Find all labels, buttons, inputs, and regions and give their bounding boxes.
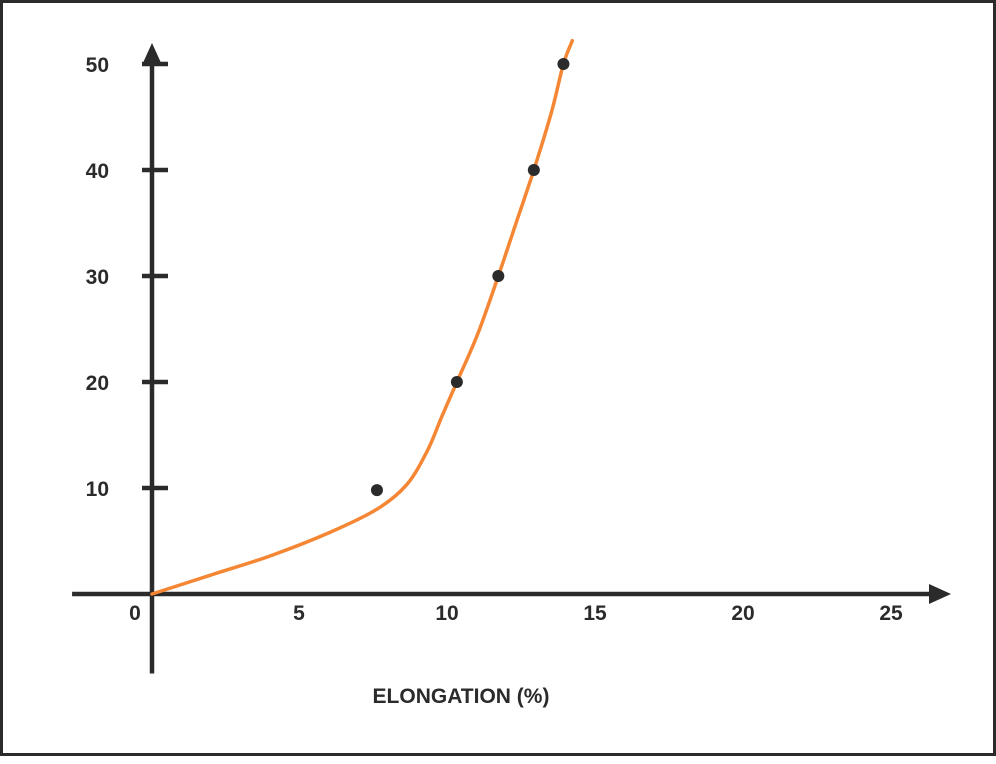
series-line [150, 38, 575, 596]
data-point [557, 58, 570, 70]
tick-labels: 10 20 30 40 50 0 5 10 15 20 25 [86, 54, 903, 625]
data-point [450, 376, 463, 388]
data-point [492, 270, 505, 282]
chart-svg: 10 20 30 40 50 0 5 10 15 20 25 ELONGATION (%) [72, 38, 951, 708]
x-axis-title: ELONGATION (%) [373, 685, 550, 708]
data-point [527, 164, 540, 176]
x-tick-label: 25 [879, 602, 903, 625]
x-axis-arrow [929, 584, 951, 604]
x-tick-label: 20 [731, 602, 754, 625]
y-tick-label: 30 [86, 266, 109, 289]
x-tick-label: 15 [583, 602, 607, 625]
points [370, 58, 570, 497]
series [150, 38, 575, 596]
y-tick-label: 10 [86, 478, 109, 501]
ticks [142, 61, 168, 491]
y-tick-label: 50 [86, 54, 109, 77]
y-tick-label: 20 [86, 372, 109, 395]
x-tick-label: 5 [293, 602, 305, 625]
data-point [370, 484, 383, 497]
y-axis-arrow [142, 43, 162, 65]
x-tick-label: 0 [129, 602, 141, 625]
axes [72, 43, 951, 674]
y-tick-label: 40 [86, 160, 109, 183]
x-tick-label: 10 [435, 602, 458, 625]
